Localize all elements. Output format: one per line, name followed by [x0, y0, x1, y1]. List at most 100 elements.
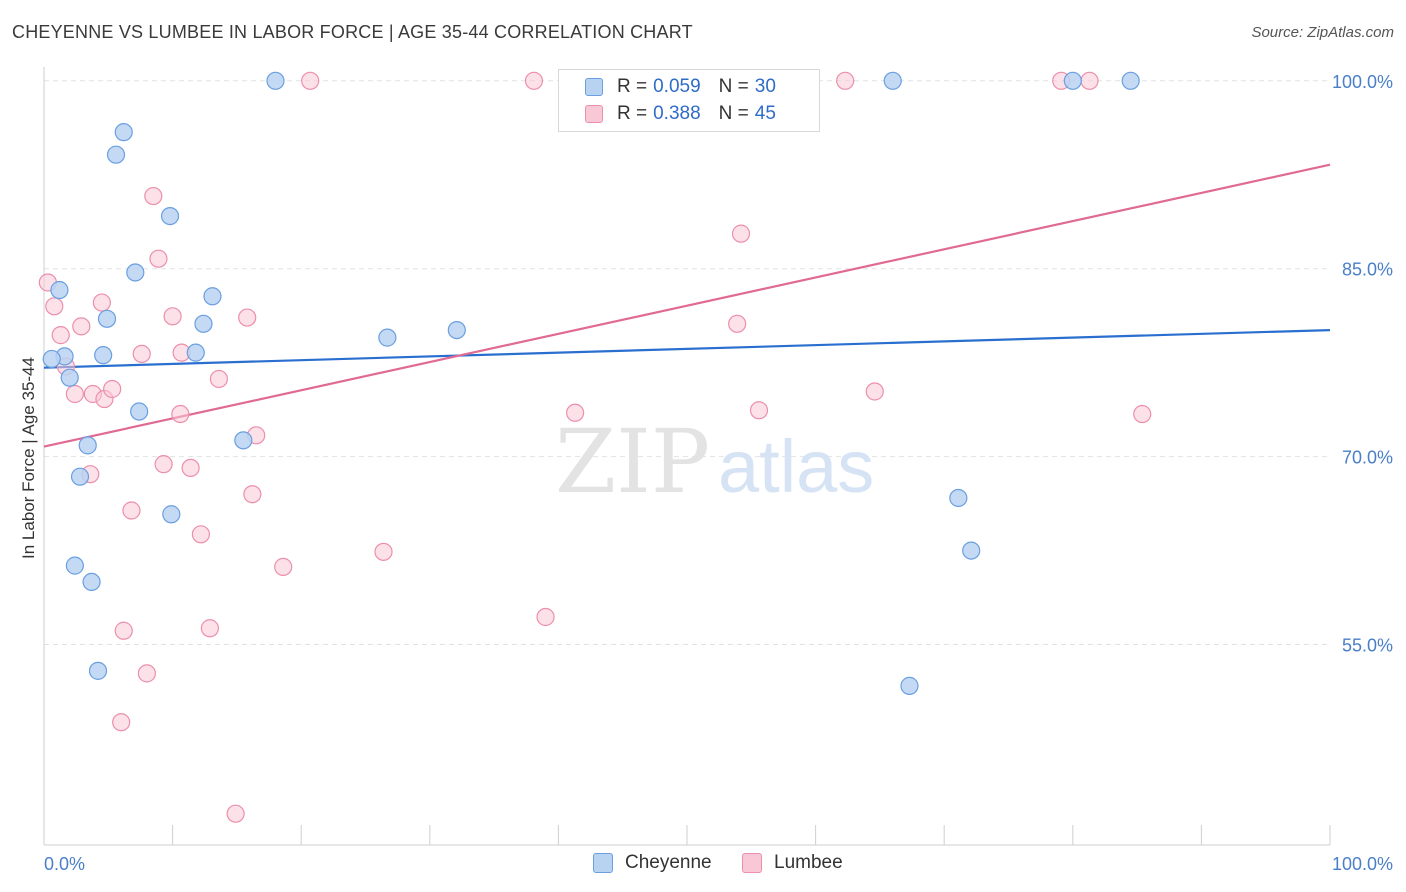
y-tick-label: 100.0%: [1332, 72, 1393, 92]
y-axis-label: In Labor Force | Age 35-44: [19, 357, 38, 559]
lumbee-point: [144, 186, 163, 206]
lumbee-point: [171, 404, 190, 424]
legend-label-cheyenne: Cheyenne: [625, 852, 712, 873]
lumbee-point: [274, 557, 293, 576]
watermark-atlas: atlas: [718, 425, 874, 508]
cheyenne-point: [900, 676, 919, 695]
legend-item-cheyenne: Cheyenne: [593, 852, 712, 874]
x-tick-label: 100.0%: [1332, 854, 1393, 874]
lumbee-point: [149, 249, 168, 268]
source-label: Source: ZipAtlas.com: [1251, 24, 1394, 41]
cheyenne-point: [1121, 71, 1140, 90]
legend-r-label: R =: [617, 76, 648, 97]
cheyenne-point: [378, 328, 397, 347]
lumbee-point: [836, 71, 855, 90]
series-legend: Cheyenne Lumbee: [0, 852, 1406, 878]
lumbee-point: [731, 224, 751, 243]
cheyenne-point: [1063, 71, 1082, 90]
cheyenne-point: [88, 661, 108, 680]
lumbee-point: [226, 804, 245, 823]
lumbee-point: [191, 525, 210, 544]
cheyenne-point: [94, 346, 113, 365]
cheyenne-point: [78, 436, 97, 455]
lumbee-swatch: [585, 105, 603, 123]
legend-n-value: 30: [754, 76, 776, 97]
lumbee-point: [374, 542, 393, 561]
lumbee-point: [154, 455, 173, 474]
lumbee-point: [51, 326, 70, 345]
lumbee-point: [92, 293, 111, 312]
legend-n-label: N =: [718, 103, 749, 124]
legend-n-value: 45: [754, 103, 776, 124]
cheyenne-trend-line: [43, 328, 1331, 369]
lumbee-point: [181, 458, 200, 478]
x-tick-label: 0.0%: [44, 854, 85, 874]
lumbee-point: [749, 401, 769, 420]
cheyenne-point: [962, 541, 981, 560]
cheyenne-point: [70, 467, 90, 486]
cheyenne-point: [60, 368, 79, 387]
legend-r-value: 0.059: [653, 76, 701, 97]
lumbee-point: [728, 314, 747, 333]
lumbee-point: [132, 344, 151, 364]
lumbee-point: [163, 307, 182, 326]
lumbee-point: [103, 379, 122, 399]
cheyenne-point: [266, 71, 285, 90]
lumbee-point: [243, 485, 262, 504]
cheyenne-point: [883, 71, 902, 90]
cheyenne-point: [42, 349, 61, 369]
lumbee-point: [137, 664, 156, 683]
legend-n-label: N =: [718, 76, 749, 97]
lumbee-point: [1133, 404, 1152, 424]
lumbee-point: [72, 317, 91, 336]
lumbee-point: [112, 713, 131, 732]
axes: [43, 67, 1331, 846]
lumbee-point: [114, 621, 133, 640]
lumbee-point: [65, 384, 84, 404]
lumbee-point: [209, 369, 228, 389]
lumbee-point: [536, 607, 555, 627]
cheyenne-point: [194, 314, 213, 333]
legend-r-label: R =: [617, 103, 648, 124]
cheyenne-swatch: [585, 78, 603, 96]
lumbee-legend-swatch: [742, 853, 762, 873]
lumbee-point: [1080, 71, 1099, 90]
trend-lines: [43, 163, 1331, 448]
cheyenne-point: [82, 572, 101, 592]
legend-row-lumbee: R = 0.388 N = 45: [585, 102, 776, 126]
y-tick-label: 55.0%: [1342, 636, 1393, 656]
lumbee-point: [524, 71, 544, 90]
cheyenne-point: [97, 309, 117, 328]
legend-label-lumbee: Lumbee: [774, 852, 843, 873]
chart-title: CHEYENNE VS LUMBEE IN LABOR FORCE | AGE …: [12, 22, 693, 42]
cheyenne-point: [160, 206, 180, 226]
cheyenne-point: [186, 343, 205, 362]
cheyenne-point: [114, 123, 133, 142]
stats-legend: R = 0.059 N = 30 R = 0.388 N = 45: [558, 69, 820, 132]
legend-item-lumbee: Lumbee: [742, 852, 843, 874]
lumbee-point: [566, 403, 585, 422]
cheyenne-point: [447, 320, 466, 340]
cheyenne-point: [50, 280, 69, 300]
cheyenne-point: [203, 287, 222, 306]
legend-row-cheyenne: R = 0.059 N = 30: [585, 75, 776, 99]
y-tick-label: 70.0%: [1342, 448, 1393, 468]
cheyenne-point: [130, 402, 149, 421]
cheyenne-point: [126, 263, 145, 282]
cheyenne-point: [65, 556, 84, 575]
cheyenne-points: [42, 71, 1140, 695]
lumbee-point: [200, 619, 219, 638]
lumbee-point: [865, 382, 884, 401]
legend-r-value: 0.388: [653, 103, 701, 124]
y-tick-labels: 55.0% 70.0% 85.0% 100.0%: [1332, 72, 1393, 656]
lumbee-trend-line: [43, 163, 1331, 448]
lumbee-point: [301, 71, 320, 90]
cheyenne-point: [234, 431, 253, 450]
cheyenne-point: [106, 145, 126, 164]
cheyenne-legend-swatch: [593, 853, 613, 873]
watermark-zip: ZIP: [555, 410, 710, 513]
cheyenne-point: [949, 488, 968, 508]
lumbee-point: [122, 501, 141, 520]
x-tick-labels: 0.0% 100.0%: [44, 854, 1393, 874]
